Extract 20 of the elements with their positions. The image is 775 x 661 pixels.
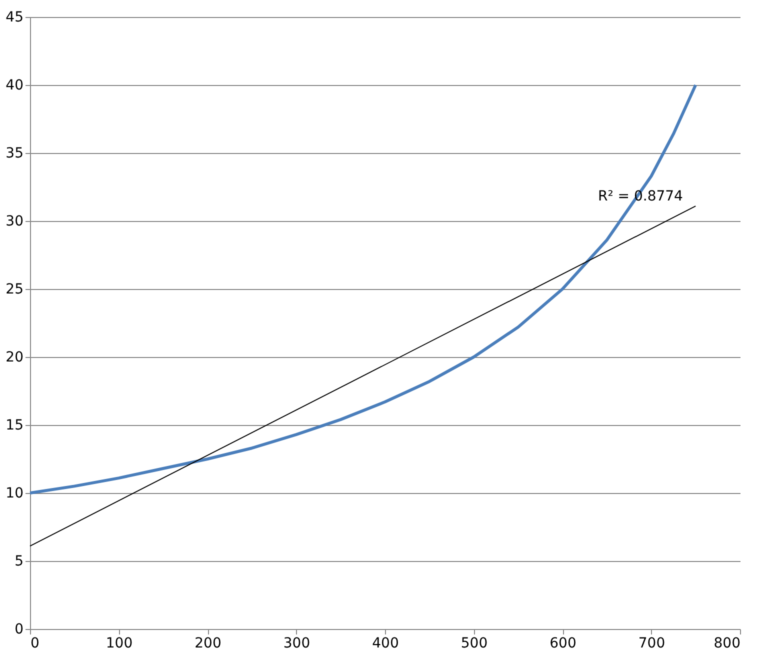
x-tick-label: 800 [714, 636, 740, 652]
y-tick-label: 5 [14, 554, 24, 570]
y-tick-label: 0 [14, 622, 24, 638]
x-tick-label: 300 [283, 636, 310, 652]
x-tick-label: 0 [30, 636, 40, 652]
x-tick-label: 600 [550, 636, 576, 652]
x-tick-label: 200 [194, 636, 222, 652]
y-tick-label: 35 [6, 146, 24, 162]
y-tick-label: 40 [6, 78, 24, 94]
y-tick-label: 20 [6, 350, 24, 366]
x-tick-label: 400 [372, 636, 399, 652]
y-tick-label: 15 [6, 418, 24, 434]
y-tick-label: 25 [6, 282, 24, 298]
x-tick-label: 500 [460, 636, 488, 652]
line-series [28, 84, 698, 494]
y-tick-label: 30 [6, 214, 24, 230]
y-tick-label: 45 [6, 10, 24, 26]
x-tick-label: 100 [106, 636, 133, 652]
x-tick-label: 700 [638, 636, 666, 652]
y-tick-label: 10 [6, 486, 24, 502]
